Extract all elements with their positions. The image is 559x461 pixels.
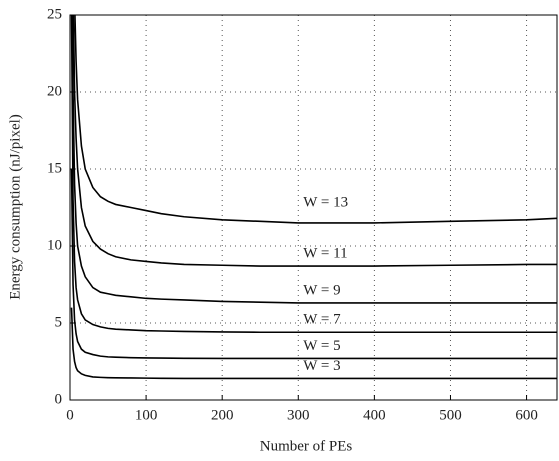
line-label: W = 13 [303,194,348,210]
line-label: W = 11 [303,245,347,261]
x-tick-label: 400 [363,407,386,423]
line-label: W = 5 [303,338,340,354]
x-tick-label: 0 [66,407,74,423]
x-axis-label: Number of PEs [260,438,353,454]
y-tick-label: 15 [47,160,62,176]
x-tick-label: 600 [515,407,538,423]
x-tick-label: 300 [287,407,310,423]
line [72,15,557,267]
line [70,307,557,380]
x-tick-label: 500 [439,407,462,423]
y-tick-label: 0 [55,391,63,407]
y-tick-label: 20 [47,83,62,99]
x-tick-label: 200 [211,407,234,423]
line-label: W = 3 [303,358,340,374]
y-tick-label: 10 [47,237,62,253]
y-axis-label: Energy consumption (nJ/pixel) [7,114,23,300]
line-label: W = 7 [303,312,341,328]
line [70,15,557,334]
y-tick-label: 5 [55,314,63,330]
line [71,15,557,304]
line [74,15,557,224]
line [70,168,557,360]
line-label: W = 9 [303,282,340,298]
x-tick-label: 100 [135,407,158,423]
plot-frame [69,14,558,401]
plot-area [70,15,557,380]
y-tick-label: 25 [47,6,62,22]
